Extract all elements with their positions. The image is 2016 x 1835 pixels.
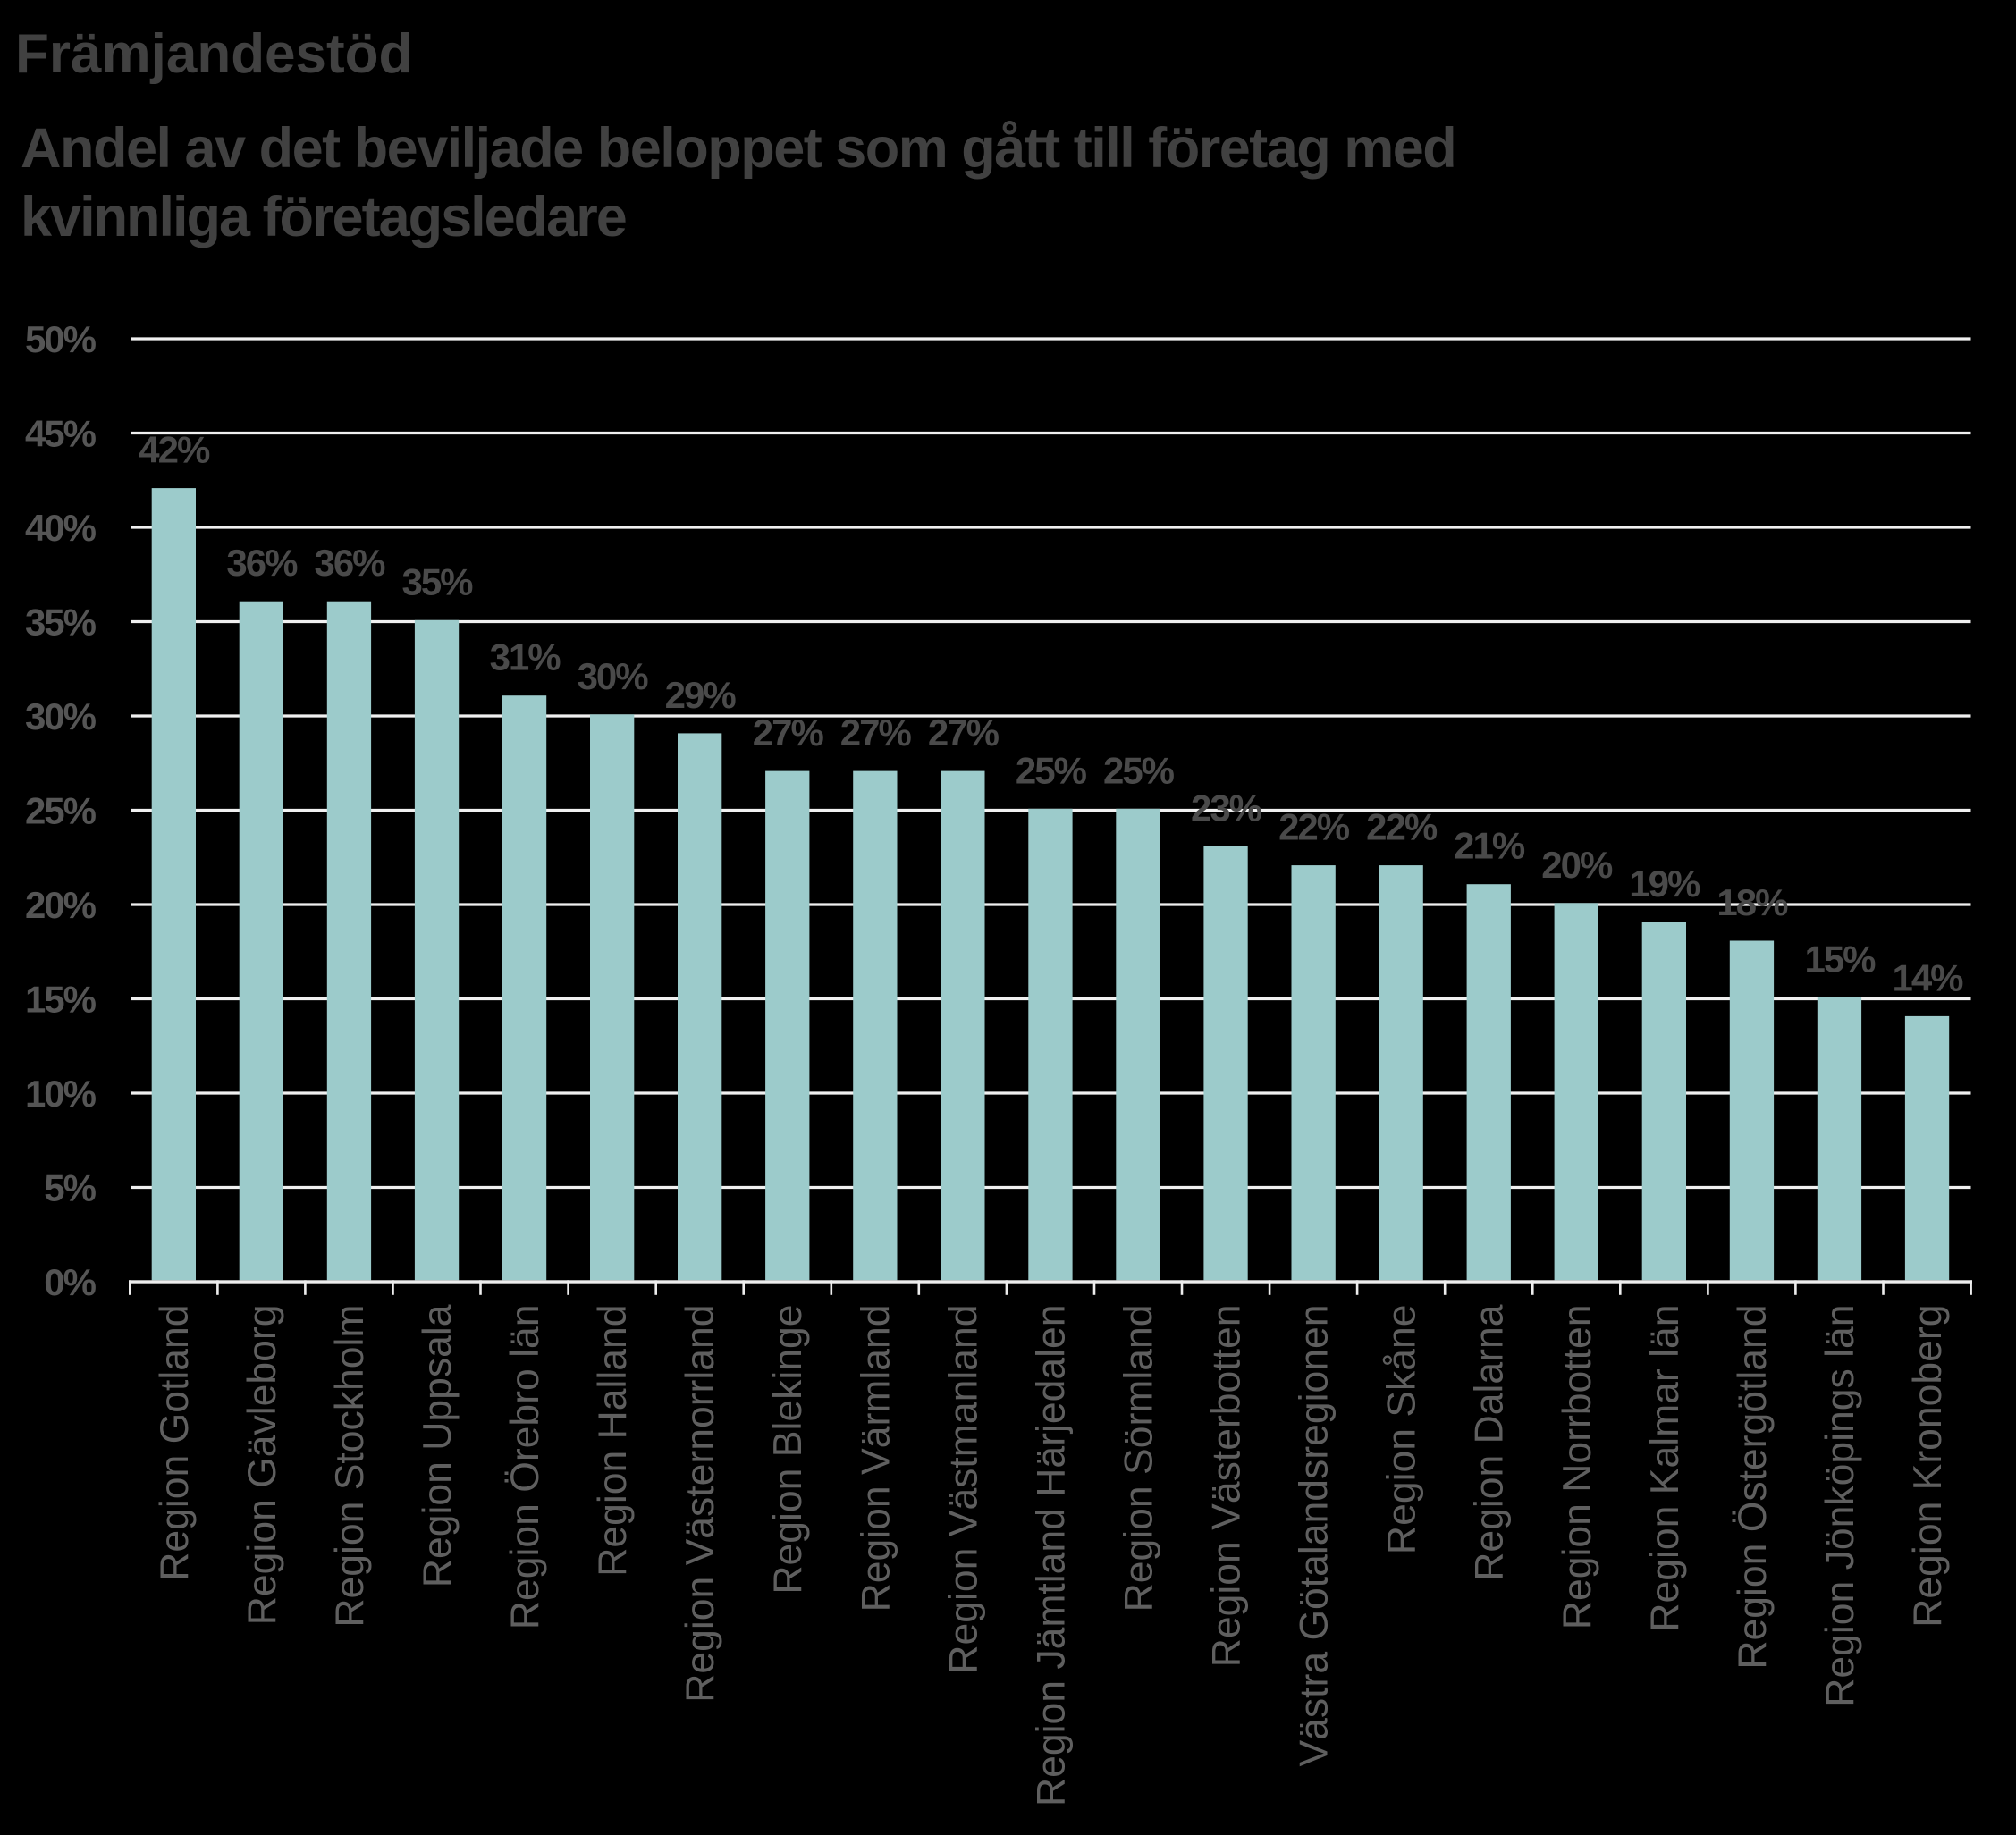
svg-text:29%: 29% xyxy=(665,674,737,716)
svg-text:20%: 20% xyxy=(1541,844,1613,886)
svg-text:20%: 20% xyxy=(25,884,97,926)
svg-text:40%: 40% xyxy=(25,507,97,549)
svg-text:Region Halland: Region Halland xyxy=(591,1305,635,1577)
svg-text:36%: 36% xyxy=(314,542,385,584)
svg-text:22%: 22% xyxy=(1366,806,1438,848)
svg-text:Region Stockholm: Region Stockholm xyxy=(328,1305,372,1628)
svg-text:Region Gotland: Region Gotland xyxy=(153,1305,197,1581)
svg-text:Region Värmland: Region Värmland xyxy=(854,1305,898,1612)
svg-text:Region Uppsala: Region Uppsala xyxy=(416,1304,460,1587)
svg-text:21%: 21% xyxy=(1454,825,1525,867)
svg-text:Främjandestöd: Främjandestöd xyxy=(15,23,412,85)
svg-text:25%: 25% xyxy=(1103,749,1175,791)
svg-text:Region Norrbotten: Region Norrbotten xyxy=(1556,1305,1599,1630)
svg-text:50%: 50% xyxy=(25,318,97,360)
svg-text:Region Skåne: Region Skåne xyxy=(1380,1305,1424,1555)
svg-text:Region Västerbotten: Region Västerbotten xyxy=(1205,1305,1249,1668)
svg-text:Region Västernorrland: Region Västernorrland xyxy=(679,1305,722,1703)
svg-text:30%: 30% xyxy=(578,655,649,697)
svg-text:Region Sörmland: Region Sörmland xyxy=(1118,1305,1161,1612)
svg-text:kvinnliga företagsledare: kvinnliga företagsledare xyxy=(21,186,626,248)
svg-text:22%: 22% xyxy=(1278,806,1350,848)
svg-text:27%: 27% xyxy=(928,711,1000,753)
svg-text:Region Gävleborg: Region Gävleborg xyxy=(240,1305,284,1626)
svg-text:Region Jönköpings län: Region Jönköpings län xyxy=(1818,1305,1862,1707)
svg-text:30%: 30% xyxy=(25,695,97,737)
svg-text:14%: 14% xyxy=(1892,956,1963,998)
svg-text:35%: 35% xyxy=(25,601,97,643)
svg-text:23%: 23% xyxy=(1191,787,1262,829)
svg-text:0%: 0% xyxy=(44,1261,96,1303)
svg-text:Region Örebro län: Region Örebro län xyxy=(503,1305,547,1630)
svg-text:27%: 27% xyxy=(840,711,912,753)
svg-text:19%: 19% xyxy=(1629,863,1700,905)
svg-text:Region Östergötland: Region Östergötland xyxy=(1731,1305,1775,1670)
svg-text:15%: 15% xyxy=(1804,938,1876,980)
svg-text:31%: 31% xyxy=(490,636,561,678)
svg-text:Västra Götalandsregionen: Västra Götalandsregionen xyxy=(1293,1305,1337,1767)
svg-text:18%: 18% xyxy=(1717,881,1788,923)
svg-text:35%: 35% xyxy=(401,560,473,602)
svg-text:Region Jämtland Härjedalen: Region Jämtland Härjedalen xyxy=(1029,1305,1073,1807)
svg-text:Region Blekinge: Region Blekinge xyxy=(766,1305,810,1595)
svg-text:Region Kalmar län: Region Kalmar län xyxy=(1643,1305,1687,1632)
svg-text:27%: 27% xyxy=(753,711,824,753)
svg-text:15%: 15% xyxy=(25,978,97,1020)
svg-text:Region Kronoberg: Region Kronoberg xyxy=(1906,1305,1950,1628)
svg-text:Region Västmanland: Region Västmanland xyxy=(941,1305,985,1674)
svg-text:10%: 10% xyxy=(25,1073,97,1115)
svg-text:42%: 42% xyxy=(139,429,210,471)
svg-text:45%: 45% xyxy=(25,412,97,454)
svg-text:36%: 36% xyxy=(226,542,298,584)
svg-text:Region Dalarna: Region Dalarna xyxy=(1468,1304,1512,1580)
svg-text:25%: 25% xyxy=(25,789,97,831)
svg-text:25%: 25% xyxy=(1016,749,1087,791)
svg-text:5%: 5% xyxy=(44,1166,96,1208)
svg-text:Andel av det beviljade beloppe: Andel av det beviljade beloppet som gått… xyxy=(21,117,1455,180)
